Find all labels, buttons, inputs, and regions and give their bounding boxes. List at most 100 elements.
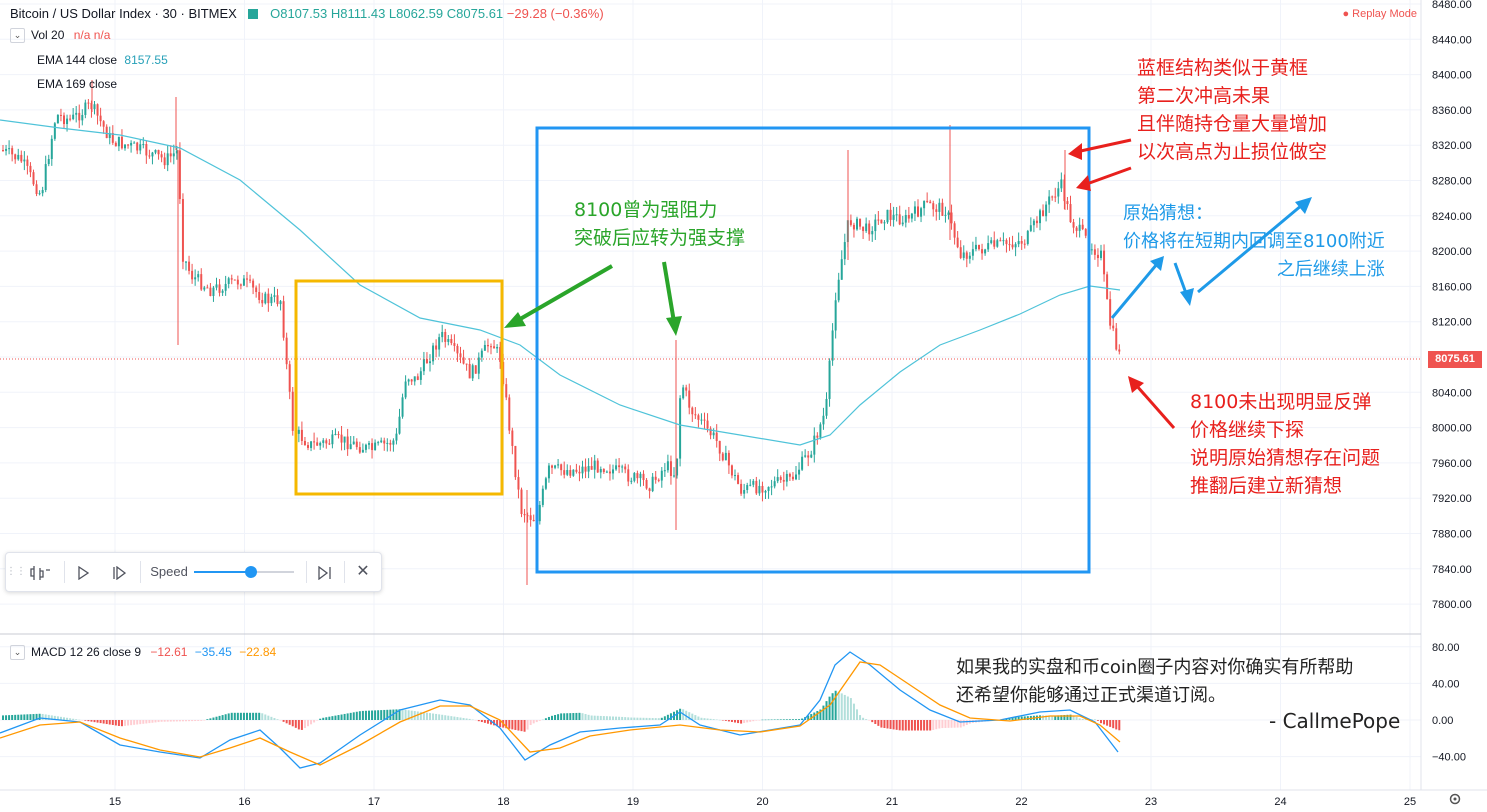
macd-bar: [380, 710, 383, 720]
ema-169-label[interactable]: EMA 169 close: [37, 77, 118, 91]
macd-bar: [840, 693, 843, 720]
macd-bar: [142, 720, 145, 724]
candle-body: [5, 148, 8, 151]
candle-body: [618, 465, 621, 468]
candle-body: [566, 470, 569, 475]
candle-body: [313, 441, 316, 443]
candle-body: [1069, 204, 1072, 223]
macd-bar: [593, 715, 596, 720]
time-tick: 15: [109, 796, 121, 808]
settings-gear-icon[interactable]: [1449, 793, 1461, 805]
macd-bar: [953, 720, 956, 728]
macd-bar: [929, 720, 932, 731]
macd-bar: [910, 720, 913, 731]
macd-bar: [572, 713, 575, 720]
time-axis[interactable]: 15 16 17 18 19 20 21 22 23 24 25: [109, 796, 1416, 808]
step-forward-icon[interactable]: [102, 553, 136, 591]
time-tick: 20: [756, 796, 768, 808]
candle-body: [801, 456, 804, 470]
candle-body: [377, 442, 380, 444]
macd-bar: [962, 720, 965, 727]
macd-bar: [706, 718, 709, 720]
candle-body: [166, 153, 169, 166]
candle-body: [694, 414, 697, 416]
speed-slider[interactable]: [194, 566, 294, 578]
ema-144-label[interactable]: EMA 144 close: [37, 53, 118, 67]
candle-body: [1096, 254, 1099, 259]
symbol-title[interactable]: Bitcoin / US Dollar Index · 30 · BITMEX: [10, 6, 237, 21]
macd-bar: [163, 720, 166, 722]
macd-bar: [1115, 720, 1118, 730]
vol-label[interactable]: Vol 20: [31, 28, 65, 42]
yellow-box: [294, 279, 504, 496]
price-axis[interactable]: 8480.00 8440.00 8400.00 8360.00 8320.00 8280.…: [1432, 0, 1472, 611]
macd-bar: [398, 709, 401, 720]
macd-bar: [709, 718, 712, 720]
candle-body: [218, 284, 221, 293]
jump-to-realtime-icon[interactable]: [308, 553, 342, 591]
candle-body: [984, 249, 987, 254]
candle-body: [791, 476, 794, 480]
candle-body: [416, 376, 419, 380]
candle-body: [676, 458, 679, 476]
candle-body: [1023, 243, 1026, 245]
drag-handle-icon[interactable]: ⋮⋮: [6, 566, 26, 577]
macd-bar: [676, 710, 679, 720]
macd-bar: [895, 720, 898, 730]
macd-bar: [819, 709, 822, 720]
macd-bar: [490, 720, 492, 725]
macd-bar: [340, 714, 343, 720]
candle-body: [130, 142, 133, 146]
macd-bar: [212, 717, 215, 720]
macd-bar: [130, 720, 133, 726]
macd-bar: [892, 720, 895, 730]
candle-body: [624, 466, 627, 470]
candle-body: [651, 476, 654, 492]
candle-body: [35, 184, 38, 195]
candle-body: [877, 219, 880, 221]
select-bar-icon[interactable]: [24, 553, 58, 591]
candle-body: [1100, 250, 1102, 259]
macd-bar: [767, 719, 770, 721]
macd-bar: [160, 720, 163, 722]
macd-axis: 80.00 40.00 0.00 −40.00: [1432, 642, 1466, 764]
macd-bar: [258, 712, 261, 720]
candle-body: [532, 519, 535, 522]
candle-body: [1008, 244, 1011, 246]
macd-bar: [718, 719, 721, 721]
candle-body: [734, 475, 736, 477]
ema-144-value: 8157.55: [124, 53, 168, 67]
candle-body: [663, 470, 666, 472]
candle-body: [752, 480, 755, 485]
candle-body: [490, 346, 492, 348]
close-icon[interactable]: ✕: [356, 563, 370, 580]
chevron-down-icon[interactable]: ⌄: [10, 28, 25, 44]
macd-bar: [846, 696, 849, 720]
macd-bar: [795, 719, 797, 720]
candle-body: [816, 435, 819, 438]
replay-mode-badge[interactable]: ● Replay Mode: [1342, 8, 1417, 20]
candle-body: [310, 441, 313, 448]
candle-body: [746, 485, 749, 490]
candle-body: [974, 244, 977, 250]
candle-body: [233, 279, 236, 281]
macd-bar: [563, 713, 566, 720]
candle-body: [730, 465, 733, 476]
macd-bar: [1072, 715, 1075, 720]
chevron-down-icon[interactable]: ⌄: [10, 645, 25, 661]
macd-label[interactable]: MACD 12 26 close 9: [31, 645, 142, 659]
candle-body: [798, 469, 801, 475]
blue-arrow-3-head: [1295, 197, 1312, 214]
macd-bar: [288, 720, 291, 725]
play-icon[interactable]: [66, 553, 100, 591]
candle-body: [874, 219, 877, 232]
speed-slider-handle[interactable]: [245, 566, 257, 578]
candle-body: [785, 473, 788, 482]
macd-bar: [852, 703, 855, 720]
candle-body: [371, 443, 374, 451]
candle-body: [669, 461, 672, 476]
macd-bar: [1066, 714, 1069, 720]
macd-bar: [429, 713, 431, 720]
macd-bar: [651, 718, 654, 720]
